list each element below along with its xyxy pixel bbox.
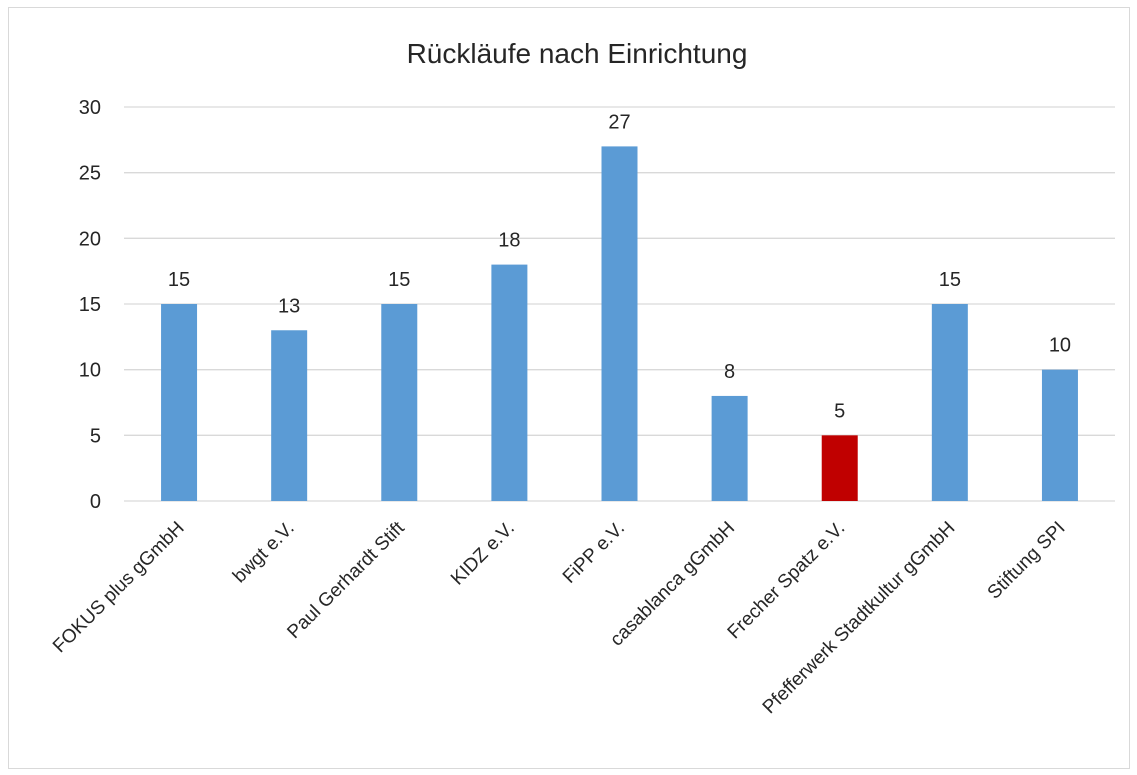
bar [931, 304, 968, 501]
data-label: 15 [168, 269, 190, 291]
bar [601, 146, 638, 501]
bar [161, 304, 198, 501]
bar [381, 304, 418, 501]
y-tick-label: 30 [79, 97, 101, 119]
data-labels: 15 13 15 18 27 8 5 15 10 [168, 111, 1071, 422]
data-label: 15 [388, 269, 410, 291]
bar [711, 395, 748, 501]
data-label: 10 [1049, 335, 1071, 357]
category-label: KIDZ e.V. [447, 518, 519, 590]
category-label: Paul Gerhardt Stift [283, 517, 409, 643]
category-label: bwgt e.V. [229, 518, 299, 588]
category-label: Stiftung SPI [984, 518, 1070, 604]
data-label: 15 [939, 269, 961, 291]
y-tick-label: 0 [90, 491, 101, 513]
y-axis-tick-labels: 0 5 10 15 20 25 30 [79, 97, 101, 513]
category-label: Frecher Spatz e.V. [724, 518, 850, 644]
chart-title: Rückläufe nach Einrichtung [407, 38, 748, 69]
bar [271, 330, 308, 501]
data-label: 5 [834, 400, 845, 422]
bar [1041, 369, 1078, 501]
category-labels: FOKUS plus gGmbH bwgt e.V.Paul Gerhardt S… [49, 517, 1069, 718]
y-tick-label: 5 [90, 425, 101, 447]
data-label: 18 [498, 230, 520, 252]
chart-frame: Rückläufe nach Einrichtung 0 5 10 15 20 25 30 … [8, 7, 1130, 769]
data-label: 8 [724, 361, 735, 383]
y-tick-label: 15 [79, 294, 101, 316]
data-label: 27 [608, 111, 630, 133]
data-label: 13 [278, 295, 300, 317]
y-tick-label: 20 [79, 228, 101, 250]
y-tick-label: 10 [79, 360, 101, 382]
bar [821, 435, 858, 501]
category-label: casablanca gGmbH [606, 518, 739, 651]
category-label: FiPP e.V. [559, 518, 629, 588]
bars [161, 146, 1078, 501]
bar-chart: Rückläufe nach Einrichtung 051015202530 … [49, 38, 1115, 718]
y-tick-label: 25 [79, 163, 101, 185]
category-label: Pfefferwerk Stadtkultur gGmbH [759, 518, 960, 719]
bar [491, 264, 528, 501]
category-label: FOKUS plus gGmbH [49, 518, 189, 658]
